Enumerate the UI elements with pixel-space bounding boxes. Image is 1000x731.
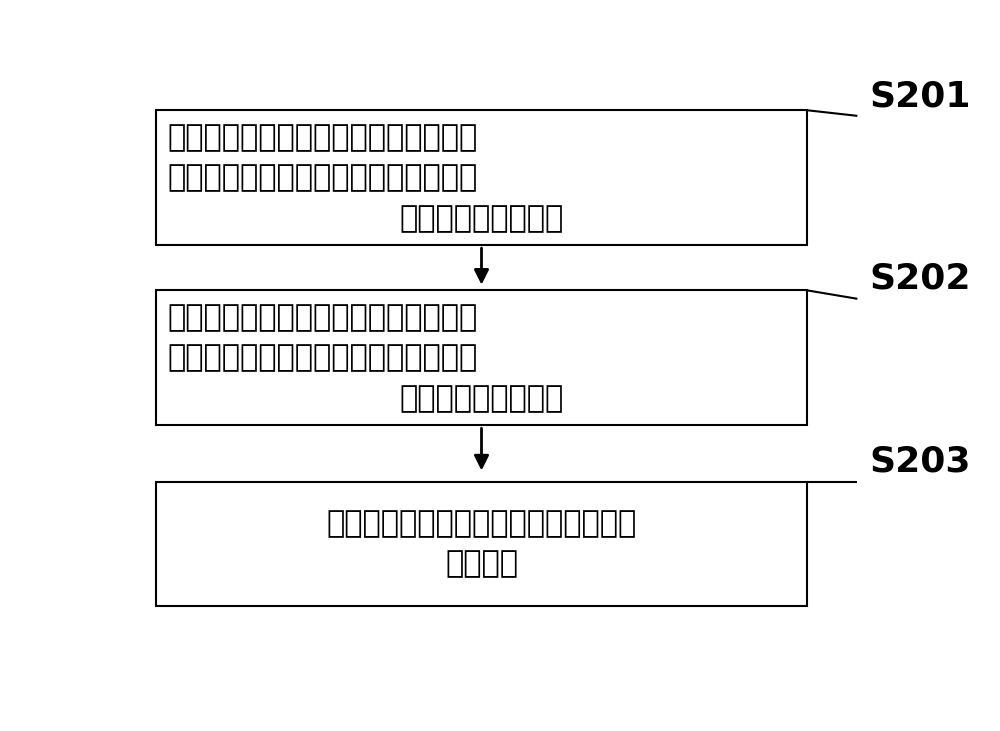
Text: 制区域的基础元件层: 制区域的基础元件层	[399, 204, 564, 232]
Text: 关系库，构建可编程逻辑器件当前待绘: 关系库，构建可编程逻辑器件当前待绘	[168, 344, 478, 372]
Text: 关系库，构建可编程逻辑器件当前待绘: 关系库，构建可编程逻辑器件当前待绘	[168, 163, 478, 192]
Text: S203: S203	[869, 445, 970, 479]
Text: 础元素层: 础元素层	[445, 550, 518, 578]
Bar	[156, 290, 807, 425]
Text: 将基础元件层与基础线路层叠加得到基: 将基础元件层与基础线路层叠加得到基	[326, 509, 637, 538]
Text: 根据可编程逻辑器件的区域与线路对应: 根据可编程逻辑器件的区域与线路对应	[168, 303, 478, 332]
Text: S201: S201	[869, 79, 970, 113]
Text: S202: S202	[869, 262, 970, 296]
Bar	[156, 482, 807, 605]
Bar	[156, 110, 807, 246]
Text: 根据可编程逻辑器件的区域与元件对应: 根据可编程逻辑器件的区域与元件对应	[168, 123, 478, 152]
Text: 制区域的基础线路层: 制区域的基础线路层	[399, 384, 564, 413]
